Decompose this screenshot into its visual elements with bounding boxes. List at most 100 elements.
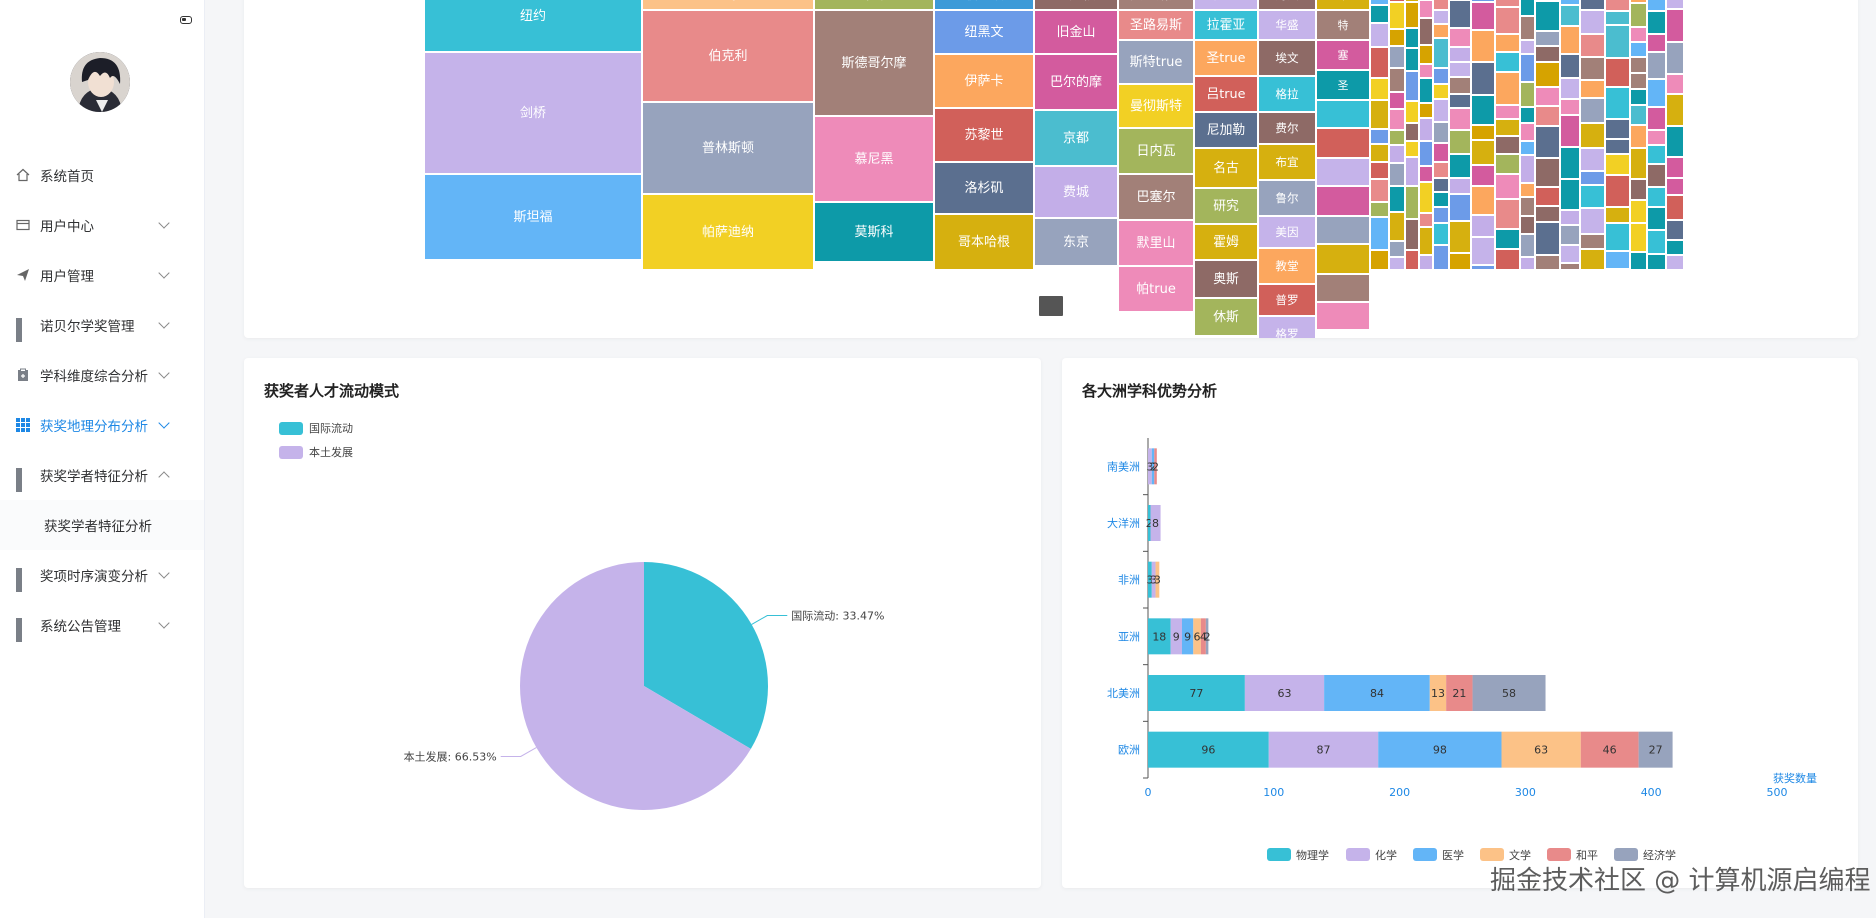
treemap-cell <box>1604 0 1631 12</box>
treemap-cell <box>1519 215 1536 235</box>
treemap-cell <box>1494 198 1521 230</box>
treemap-cell <box>1418 117 1434 142</box>
legend-item-intl[interactable]: 国际流动 <box>279 420 353 436</box>
treemap-cell-label: 纽黑文 <box>964 25 1003 40</box>
treemap-cell <box>1448 27 1472 48</box>
menu-item-label: 系统公告管理 <box>40 619 121 635</box>
treemap-cell <box>1604 250 1631 270</box>
treemap-cell <box>1494 51 1521 73</box>
treemap-cell <box>1448 177 1472 195</box>
treemap-cell <box>1418 140 1434 167</box>
pie-label: 国际流动: 33.47% <box>791 609 884 623</box>
treemap-cell <box>1579 97 1606 124</box>
bar-segment <box>1148 731 1269 768</box>
treemap-cell <box>1470 236 1496 266</box>
treemap-cell <box>1534 30 1561 47</box>
treemap-cell-label: 普罗 <box>1275 293 1298 307</box>
treemap-cell <box>1534 61 1561 88</box>
treemap-cell <box>1404 1 1420 29</box>
treemap-cell <box>1629 88 1648 106</box>
treemap-cell <box>1432 206 1450 224</box>
legend-label: 物理学 <box>1296 848 1329 862</box>
bar-value-label: 2 <box>1204 630 1211 643</box>
menu-item-announcement[interactable]: 系统公告管理 <box>0 600 204 650</box>
bar-segment <box>1472 675 1546 711</box>
menu-item-label: 学科维度综合分析 <box>40 369 148 385</box>
treemap-cell <box>1579 56 1606 81</box>
x-tick-label: 100 <box>1263 786 1284 799</box>
treemap-cell <box>1432 142 1450 163</box>
treemap-cell-label: 奥斯 <box>1213 272 1239 287</box>
menu-item-timeline-analysis[interactable]: 奖项时序演变分析 <box>0 550 204 600</box>
bar-segment <box>1200 618 1206 655</box>
treemap-cell <box>1519 0 1536 17</box>
treemap-cell <box>1579 122 1606 149</box>
menu-item-scholar-analysis[interactable]: 获奖学者特征分析 <box>0 450 204 500</box>
y-tick-label: 北美洲 <box>1107 687 1140 700</box>
treemap-cell <box>1519 15 1536 41</box>
treemap-cell <box>1388 91 1406 110</box>
treemap-cell <box>1629 72 1648 90</box>
treemap-cell <box>1494 118 1521 137</box>
collapse-toggle-icon[interactable] <box>180 16 192 24</box>
bar-value-label: 3 <box>1150 574 1157 587</box>
chevron-down-icon <box>158 317 170 329</box>
treemap-cell <box>1534 0 1561 32</box>
treemap-cell <box>1418 17 1434 46</box>
avatar[interactable] <box>70 52 130 112</box>
treemap-cell <box>1470 264 1496 271</box>
treemap-cell <box>1388 129 1406 146</box>
treemap-cell <box>1519 140 1536 156</box>
treemap-cell-label: 美因 <box>1275 225 1298 239</box>
bar-segment <box>1268 731 1379 768</box>
treemap-cell <box>1559 114 1581 148</box>
bar-value-label: 2 <box>1152 460 1159 473</box>
treemap-cell <box>1646 186 1667 208</box>
treemap-cell-label: 鲁尔 <box>1275 191 1299 205</box>
card-title: 获奖者人才流动模式 <box>264 382 400 400</box>
treemap-cell <box>1604 153 1631 176</box>
treemap-cell <box>1117 83 1195 129</box>
bar-segment <box>1155 561 1160 598</box>
treemap-cell <box>1629 104 1648 126</box>
bar-value-label: 9 <box>1184 630 1191 643</box>
pie-legend: 国际流动 本土发展 <box>279 420 353 468</box>
menu-item-discipline-analysis[interactable]: 学科维度综合分析 <box>0 350 204 400</box>
submenu-item-scholar-analysis[interactable]: 获奖学者特征分析 <box>0 500 204 550</box>
treemap-cell <box>1665 156 1685 179</box>
legend-item-local[interactable]: 本土发展 <box>279 444 353 460</box>
talent-flow-card: 获奖者人才流动模式 国际流动 本土发展 国际流动: 33.47% 本土发展: 66… <box>244 358 1041 888</box>
treemap-cell-label: 布 <box>1338 0 1349 2</box>
treemap-cell <box>1418 77 1434 104</box>
bar-value-label: 87 <box>1316 744 1330 757</box>
treemap-breadcrumb-button[interactable] <box>1039 296 1063 316</box>
menu-item-nobel-management[interactable]: 诺贝尔学奖管理 <box>0 300 204 350</box>
bar-segment <box>1205 618 1209 655</box>
menu-item-user-management[interactable]: 用户管理 <box>0 250 204 300</box>
treemap-cell <box>1604 57 1631 88</box>
treemap-cell-label: 日内瓦 <box>1136 143 1175 159</box>
treemap-cell <box>1646 10 1667 35</box>
treemap-cell <box>1369 77 1390 101</box>
side-menu: 系统首页 用户中心 用户管理 诺贝尔学奖管理 学科维度综合分析 获奖地理分布分析 <box>0 150 204 650</box>
treemap-cell-label: 埃文 <box>1275 51 1299 65</box>
treemap-cell <box>1470 214 1496 238</box>
treemap-cell <box>1315 39 1371 71</box>
treemap-cell <box>1579 207 1606 235</box>
treemap-cell-label: 曼彻斯特 <box>1130 99 1182 114</box>
treemap-cell <box>1404 140 1420 158</box>
menu-item-home[interactable]: 系统首页 <box>0 150 204 200</box>
treemap-cell <box>1534 254 1561 271</box>
treemap-cell <box>1388 256 1406 271</box>
treemap-cell <box>1665 254 1685 271</box>
treemap-cell-label: 慕尼黑 <box>854 152 893 167</box>
menu-item-label: 用户中心 <box>40 219 94 235</box>
menu-item-user-center[interactable]: 用户中心 <box>0 200 204 250</box>
treemap-cell <box>1579 170 1606 186</box>
menu-item-geo-analysis[interactable]: 获奖地理分布分析 <box>0 400 204 450</box>
treemap-cell <box>1369 22 1390 48</box>
treemap-cell <box>1534 157 1561 188</box>
treemap-cell <box>1404 70 1420 102</box>
treemap-cell <box>1470 185 1496 216</box>
